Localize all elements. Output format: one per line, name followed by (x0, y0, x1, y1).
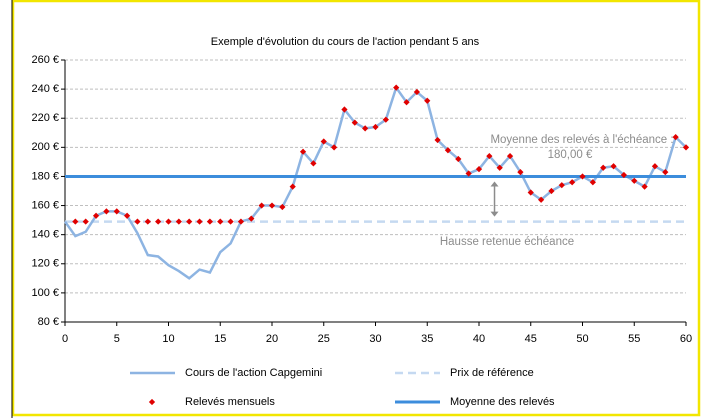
y-tick-label: 140 € (31, 229, 59, 241)
reading-marker (155, 218, 162, 225)
chart-frame (11, 0, 701, 417)
x-tick-label: 35 (421, 333, 433, 345)
annotation: Hausse retenue échéance (440, 236, 574, 248)
legend-label: Prix de référence (450, 367, 534, 379)
reading-marker (465, 170, 472, 177)
reading-marker (310, 160, 317, 167)
reading-marker (186, 218, 193, 225)
x-tick-label: 25 (318, 333, 330, 345)
y-tick-label: 180 € (31, 170, 59, 182)
reading-marker (196, 218, 203, 225)
reading-marker (144, 218, 151, 225)
x-tick-label: 15 (214, 333, 226, 345)
reading-marker (475, 166, 483, 173)
reading-marker (92, 212, 100, 219)
y-tick-label: 220 € (31, 112, 59, 124)
y-tick-label: 200 € (31, 141, 59, 153)
reading-marker (82, 218, 89, 225)
reading-marker (237, 218, 245, 225)
legend-label: Cours de l'action Capgemini (185, 367, 322, 379)
reading-marker (134, 218, 141, 225)
arrow-head (490, 211, 499, 217)
y-tick-label: 240 € (31, 83, 59, 95)
x-tick-label: 60 (680, 333, 692, 345)
y-tick-label: 100 € (31, 287, 59, 299)
x-tick-label: 0 (62, 333, 68, 345)
reading-marker (113, 208, 120, 215)
reading-marker (455, 155, 462, 163)
legend-label: Relevés mensuels (185, 396, 275, 408)
arrow-head (490, 181, 499, 187)
reading-marker (72, 218, 79, 225)
y-tick-label: 80 € (38, 316, 59, 328)
annotation: Moyenne des relevés à l'échéance : (490, 134, 673, 146)
x-tick-label: 45 (525, 333, 537, 345)
x-tick-label: 10 (162, 333, 174, 345)
reading-marker (165, 218, 172, 225)
y-tick-label: 260 € (31, 54, 59, 66)
legend-label: Moyenne des relevés (450, 396, 555, 408)
annotation: 180,00 € (548, 149, 593, 161)
chart-title: Exemple d'évolution du cours de l'action… (211, 36, 480, 48)
y-tick-label: 120 € (31, 258, 59, 270)
reading-marker (206, 218, 214, 225)
x-tick-label: 55 (628, 333, 640, 345)
x-tick-label: 20 (266, 333, 278, 345)
x-tick-label: 50 (576, 333, 588, 345)
x-tick-label: 40 (473, 333, 485, 345)
y-tick-label: 160 € (31, 199, 59, 211)
reading-marker (248, 215, 255, 222)
x-tick-label: 30 (369, 333, 381, 345)
x-tick-label: 5 (114, 333, 120, 345)
reading-marker (103, 208, 110, 215)
reading-marker (123, 212, 131, 219)
reading-marker (217, 218, 224, 225)
